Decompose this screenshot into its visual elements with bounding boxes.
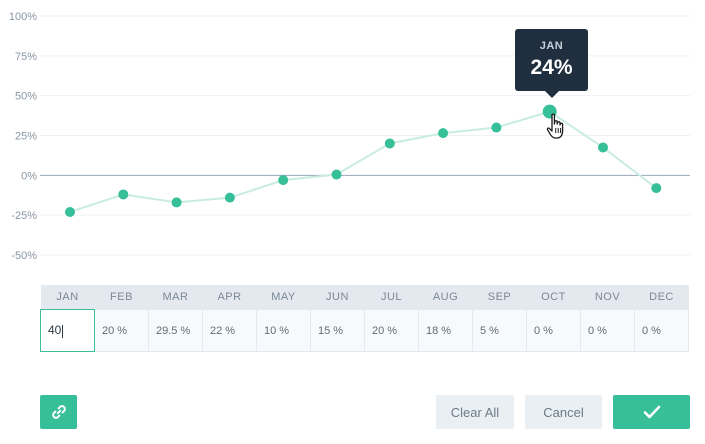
month-header-feb: FEB — [94, 285, 149, 310]
data-point[interactable] — [651, 183, 662, 194]
line-chart: 100% 75% 50% 25% 0% -25% -50% — [9, 11, 690, 262]
y-axis-ticks: 100% 75% 50% 25% 0% -25% -50% — [9, 11, 37, 262]
y-tick-label: 75% — [15, 51, 37, 63]
checkmark-icon — [643, 405, 660, 419]
data-point[interactable] — [65, 206, 75, 217]
month-header-aug: AUG — [418, 285, 473, 310]
value-cell-jun[interactable]: 15 % — [310, 309, 365, 352]
data-point[interactable] — [491, 122, 502, 133]
value-cell-oct[interactable]: 0 % — [526, 309, 581, 352]
month-header-oct: OCT — [526, 285, 581, 310]
data-point[interactable] — [438, 128, 449, 139]
data-point[interactable] — [118, 189, 129, 200]
value-cell-aug[interactable]: 18 % — [418, 309, 473, 352]
month-header-jun: JUN — [310, 285, 365, 310]
data-point[interactable] — [224, 192, 235, 203]
data-point[interactable] — [598, 142, 608, 153]
value-cell-apr[interactable]: 22 % — [202, 309, 257, 352]
y-tick-label: -50% — [11, 250, 37, 262]
y-tick-label: 0% — [21, 170, 37, 182]
value-cell-nov[interactable]: 0 % — [580, 309, 635, 352]
value-cell-may[interactable]: 10 % — [256, 309, 311, 352]
data-point[interactable] — [384, 138, 395, 149]
tooltip-value: 24% — [530, 56, 573, 79]
month-header-sep: SEP — [472, 285, 527, 310]
value-cell-sep[interactable]: 5 % — [472, 309, 527, 352]
month-header-jul: JUL — [364, 285, 419, 310]
tooltip-month: JAN — [539, 40, 564, 52]
value-cell-jan[interactable]: 40 — [40, 309, 95, 352]
value-cell-jul[interactable]: 20 % — [364, 309, 419, 352]
link-button[interactable] — [40, 395, 77, 429]
clear-all-button[interactable]: Clear All — [436, 395, 514, 429]
value-cell-dec[interactable]: 0 % — [634, 309, 689, 352]
data-point[interactable] — [278, 175, 289, 186]
chart-grid — [40, 15, 690, 256]
cancel-button[interactable]: Cancel — [525, 395, 602, 429]
hand-cursor-icon — [546, 113, 564, 139]
month-header-may: MAY — [256, 285, 311, 310]
monthly-values-table: JAN FEB MAR APR MAY JUN JUL AUG SEP OCT … — [40, 285, 689, 352]
month-header-mar: MAR — [148, 285, 203, 310]
data-point[interactable] — [171, 197, 182, 208]
months-header-row: JAN FEB MAR APR MAY JUN JUL AUG SEP OCT … — [40, 285, 689, 310]
value-cell-jan-text: 40 — [48, 323, 62, 338]
month-header-dec: DEC — [634, 285, 689, 310]
month-header-jan: JAN — [40, 285, 95, 310]
chart-series — [69, 110, 657, 213]
value-tooltip: JAN 24% — [515, 29, 588, 98]
y-tick-label: -25% — [11, 210, 37, 222]
confirm-button[interactable] — [613, 395, 690, 429]
value-cell-mar[interactable]: 29.5 % — [148, 309, 203, 352]
link-icon — [51, 405, 66, 419]
text-caret — [62, 324, 64, 338]
data-point[interactable] — [331, 169, 342, 180]
values-row: 40 20 % 29.5 % 22 % 10 % 15 % 20 % 18 % … — [40, 309, 689, 352]
series-line — [69, 110, 657, 213]
y-tick-label: 25% — [15, 131, 37, 143]
value-cell-feb[interactable]: 20 % — [94, 309, 149, 352]
y-tick-label: 50% — [15, 91, 37, 103]
chart-points[interactable] — [65, 104, 662, 217]
month-header-apr: APR — [202, 285, 257, 310]
month-header-nov: NOV — [580, 285, 635, 310]
y-tick-label: 100% — [9, 11, 37, 23]
